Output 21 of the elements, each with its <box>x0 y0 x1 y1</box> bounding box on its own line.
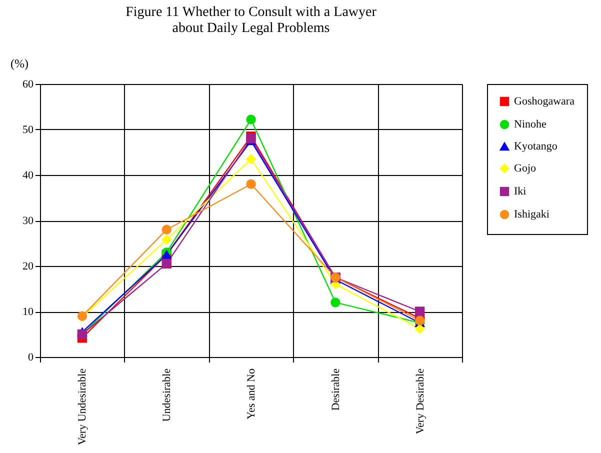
y-tick-label: 60 <box>22 78 34 90</box>
legend-label: Ishigaki <box>514 208 550 220</box>
y-tick-label: 10 <box>22 306 34 318</box>
y-tick-label: 50 <box>22 124 34 136</box>
x-tick-label: Desirable <box>330 368 342 411</box>
y-tick-label: 20 <box>22 260 34 272</box>
y-tick-label: 30 <box>22 215 34 227</box>
text: Figure 11 Whether to Consult with a Lawyer <box>126 5 376 20</box>
x-tick-label: Yes and No <box>246 368 258 420</box>
x-tick-label: Very Undesirable <box>76 368 89 446</box>
legend-label: Iki <box>514 186 526 198</box>
x-tick-label: Very Desirable <box>414 368 426 434</box>
legend-label: Kyotango <box>514 140 558 152</box>
y-axis-title: (%) <box>10 56 28 70</box>
legend-label: Gojo <box>514 162 536 174</box>
legend-label: Goshogawara <box>514 96 575 108</box>
y-tick-label: 40 <box>22 170 34 182</box>
x-tick-label: Undesirable <box>161 368 174 422</box>
y-tick-label: 0 <box>28 352 34 364</box>
text: about Daily Legal Problems <box>172 21 330 36</box>
legend-label: Ninohe <box>514 118 546 130</box>
